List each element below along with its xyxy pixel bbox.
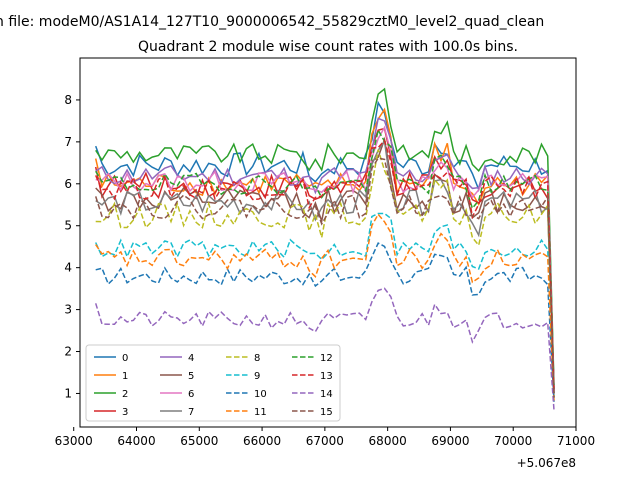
series-line-11 — [95, 213, 555, 402]
legend-label-0: 0 — [122, 353, 128, 364]
legend-label-6: 6 — [188, 389, 194, 400]
x-tick-label: 71000 — [557, 434, 595, 448]
y-tick-label: 5 — [64, 219, 72, 233]
series-line-5 — [95, 136, 555, 394]
y-tick-label: 1 — [64, 386, 72, 400]
x-tick-label: 63000 — [55, 434, 93, 448]
series-line-6 — [95, 125, 555, 394]
legend-label-5: 5 — [188, 371, 194, 382]
x-tick-label: 69000 — [431, 434, 469, 448]
x-tick-label: 65000 — [180, 434, 218, 448]
legend-label-13: 13 — [320, 371, 333, 382]
y-tick-label: 6 — [64, 177, 72, 191]
legend-label-3: 3 — [122, 407, 128, 418]
legend-label-7: 7 — [188, 407, 194, 418]
legend-label-15: 15 — [320, 407, 333, 418]
legend-label-8: 8 — [254, 353, 260, 364]
x-tick-label: 68000 — [369, 434, 407, 448]
series-line-13 — [95, 139, 555, 394]
series-line-12 — [95, 128, 555, 394]
series-line-0 — [94, 100, 555, 390]
y-tick-label: 8 — [64, 93, 72, 107]
series-line-9 — [95, 212, 555, 398]
y-tick-label: 3 — [64, 303, 72, 317]
series-line-7 — [95, 139, 555, 390]
series-line-15 — [94, 157, 555, 398]
x-tick-label: 67000 — [306, 434, 344, 448]
plot-area: 63000 64000 65000 66000 67000 68000 69000 70000… — [55, 57, 595, 448]
legend-label-10: 10 — [254, 389, 267, 400]
legend-label-9: 9 — [254, 371, 260, 382]
series-line-8 — [95, 149, 555, 398]
series-line-14 — [94, 287, 555, 411]
series-line-2 — [95, 87, 555, 386]
y-tick-label: 2 — [64, 345, 72, 359]
series-line-4 — [95, 117, 555, 394]
x-tick-label: 64000 — [117, 434, 155, 448]
legend-label-4: 4 — [188, 353, 194, 364]
chart-title: Quadrant 2 module wise count rates with … — [138, 39, 518, 55]
y-tick-label: 7 — [64, 135, 72, 149]
x-tick-label: 70000 — [494, 434, 532, 448]
axes-frame — [79, 57, 577, 428]
chart-suptitle: n file: modeM0/AS1A14_127T10_9000006542_… — [0, 14, 544, 30]
legend-label-11: 11 — [254, 407, 267, 418]
legend-label-12: 12 — [320, 353, 333, 364]
legend-label-14: 14 — [320, 389, 333, 400]
x-offset-label: +5.067e8 — [517, 456, 576, 470]
y-tick-label: 4 — [64, 261, 72, 275]
legend-box — [85, 344, 341, 422]
legend-label-2: 2 — [122, 389, 128, 400]
x-tick-label: 66000 — [243, 434, 281, 448]
legend-label-1: 1 — [122, 371, 128, 382]
series-line-10 — [95, 242, 555, 402]
